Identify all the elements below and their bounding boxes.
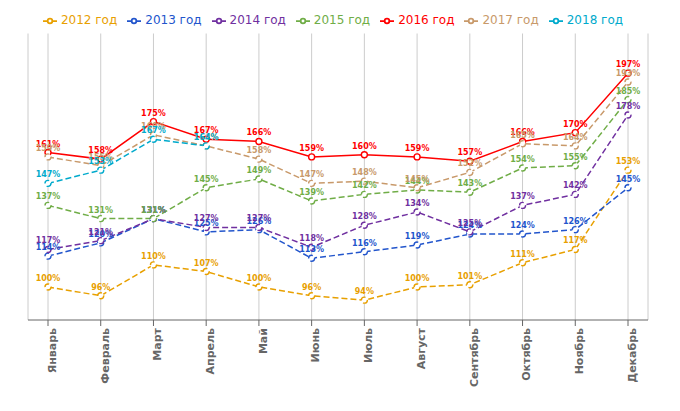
svg-text:153%: 153% [616, 157, 641, 166]
svg-text:100%: 100% [36, 274, 61, 283]
svg-text:158%: 158% [88, 146, 114, 156]
svg-text:152%: 152% [457, 159, 482, 168]
svg-text:137%: 137% [36, 192, 61, 201]
svg-text:164%: 164% [194, 133, 219, 142]
html-text:2016 год: 2016 год [398, 13, 455, 27]
svg-text:Июнь: Июнь [309, 328, 322, 363]
svg-text:Декабрь: Декабрь [626, 328, 639, 383]
html-text:2013 год: 2013 год [145, 13, 202, 27]
svg-text:139%: 139% [299, 188, 324, 197]
svg-text:101%: 101% [457, 272, 482, 281]
svg-text:160%: 160% [352, 142, 377, 151]
html-text:2018 год: 2018 год [566, 13, 623, 27]
svg-text:Март: Март [151, 327, 164, 360]
html-text:2012 год: 2012 год [61, 13, 118, 27]
svg-text:165%: 165% [510, 131, 535, 140]
svg-text:159%: 159% [36, 144, 61, 153]
svg-text:170%: 170% [563, 120, 588, 129]
svg-text:111%: 111% [510, 250, 535, 259]
svg-text:145%: 145% [194, 175, 219, 184]
svg-text:142%: 142% [563, 181, 588, 190]
svg-text:197%: 197% [616, 60, 641, 69]
svg-text:Май: Май [257, 328, 270, 354]
svg-text:Апрель: Апрель [204, 328, 217, 375]
svg-text:185%: 185% [616, 87, 641, 96]
svg-text:125%: 125% [457, 219, 482, 228]
svg-text:Октябрь: Октябрь [520, 328, 533, 381]
svg-text:128%: 128% [352, 212, 377, 221]
svg-text:148%: 148% [352, 168, 377, 177]
svg-text:134%: 134% [405, 199, 430, 208]
html-text:2014 год: 2014 год [229, 13, 286, 27]
svg-text:166%: 166% [247, 128, 272, 137]
svg-text:167%: 167% [193, 126, 219, 136]
svg-text:193%: 193% [616, 69, 641, 78]
svg-text:113%: 113% [299, 245, 324, 254]
svg-text:114%: 114% [35, 243, 61, 253]
svg-text:157%: 157% [457, 148, 482, 157]
svg-text:155%: 155% [563, 153, 588, 162]
svg-text:110%: 110% [141, 252, 166, 261]
svg-text:167%: 167% [141, 126, 166, 135]
svg-text:131%: 131% [141, 206, 166, 215]
svg-text:164%: 164% [563, 133, 588, 142]
svg-text:116%: 116% [352, 239, 377, 248]
svg-text:147%: 147% [299, 170, 324, 179]
svg-text:94%: 94% [355, 287, 374, 296]
svg-text:107%: 107% [194, 259, 219, 268]
svg-text:124%: 124% [510, 221, 535, 230]
svg-text:126%: 126% [563, 217, 588, 226]
svg-text:131%: 131% [88, 206, 113, 215]
svg-text:Август: Август [415, 327, 428, 369]
svg-text:154%: 154% [510, 155, 535, 164]
svg-text:158%: 158% [247, 146, 272, 155]
svg-text:153%: 153% [88, 157, 113, 166]
svg-text:100%: 100% [405, 274, 430, 283]
svg-text:96%: 96% [302, 283, 321, 292]
svg-text:Сентябрь: Сентябрь [468, 328, 481, 387]
svg-text:121%: 121% [88, 228, 113, 237]
svg-text:131%: 131% [141, 206, 166, 215]
svg-text:131%: 131% [141, 206, 166, 215]
svg-text:Февраль: Февраль [99, 328, 112, 384]
svg-text:117%: 117% [36, 236, 61, 245]
svg-text:142%: 142% [352, 181, 377, 190]
svg-text:Ноябрь: Ноябрь [573, 328, 586, 374]
html-text:2015 год: 2015 год [313, 13, 371, 27]
svg-text:137%: 137% [510, 192, 535, 201]
svg-text:Июль: Июль [362, 328, 375, 363]
svg-text:127%: 127% [247, 214, 272, 223]
svg-text:159%: 159% [299, 144, 324, 153]
svg-text:100%: 100% [247, 274, 272, 283]
svg-text:145%: 145% [405, 175, 430, 184]
svg-text:119%: 119% [405, 232, 430, 241]
html-text:2017 год: 2017 год [482, 13, 539, 27]
svg-text:178%: 178% [616, 102, 641, 111]
svg-text:175%: 175% [141, 109, 166, 118]
svg-text:127%: 127% [194, 214, 219, 223]
svg-text:149%: 149% [247, 166, 272, 175]
svg-text:164%: 164% [194, 133, 219, 142]
svg-text:117%: 117% [563, 236, 588, 245]
svg-text:145%: 145% [616, 175, 641, 184]
svg-text:143%: 143% [457, 179, 482, 188]
svg-text:159%: 159% [405, 144, 430, 153]
svg-text:96%: 96% [91, 283, 110, 292]
svg-text:147%: 147% [36, 170, 61, 179]
svg-text:118%: 118% [299, 234, 324, 243]
svg-text:Январь: Январь [46, 328, 59, 373]
